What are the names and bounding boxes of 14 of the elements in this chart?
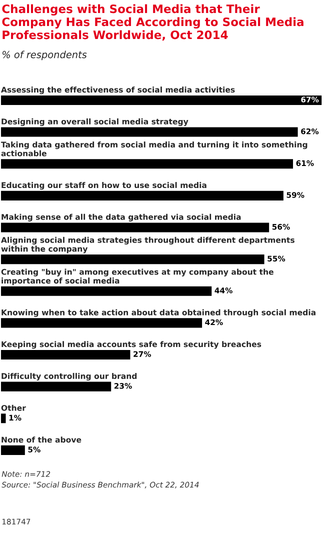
- bar: [0, 127, 298, 137]
- bar: [0, 95, 322, 105]
- bar: [0, 318, 202, 328]
- bar: [0, 350, 130, 360]
- chart-title: Challenges with Social Media that Their Company Has Faced According to Social Media Professionals Worldwide, Oct 2014: [2, 4, 304, 41]
- bar: [0, 445, 25, 455]
- bar: [0, 190, 284, 200]
- chart-subtitle: % of respondents: [2, 50, 87, 60]
- bar: [0, 254, 264, 264]
- bar: [0, 222, 270, 232]
- bar: [0, 159, 294, 169]
- bar: [0, 382, 112, 392]
- bar: [0, 414, 6, 424]
- bar: [0, 286, 212, 296]
